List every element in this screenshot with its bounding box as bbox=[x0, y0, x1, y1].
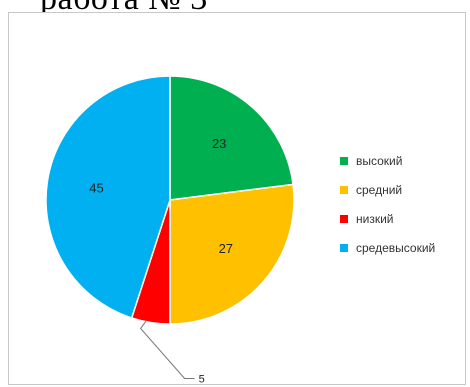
legend-item-medium: средний bbox=[340, 175, 435, 204]
slice-medium-high bbox=[45, 75, 171, 319]
legend-item-high: высокий bbox=[340, 146, 435, 175]
data-label-high: 23 bbox=[212, 136, 226, 151]
legend-item-medium-high: средевысокий bbox=[340, 233, 435, 262]
slice-medium bbox=[169, 183, 295, 325]
slice-high bbox=[169, 75, 294, 201]
data-label-medium: 27 bbox=[219, 241, 233, 256]
legend: высокий средний низкий средевысокий bbox=[340, 146, 435, 262]
legend-swatch-medium bbox=[340, 185, 348, 194]
legend-swatch-high bbox=[340, 156, 348, 165]
legend-swatch-low bbox=[340, 214, 348, 223]
legend-label-medium: средний bbox=[356, 182, 403, 197]
legend-label-medium-high: средевысокий bbox=[356, 240, 436, 255]
legend-label-high: высокий bbox=[356, 153, 403, 168]
legend-item-low: низкий bbox=[340, 204, 435, 233]
data-label-medium-high: 45 bbox=[89, 180, 103, 195]
legend-swatch-medium-high bbox=[340, 243, 348, 252]
leader-line-low bbox=[139, 320, 195, 379]
legend-label-low: низкий bbox=[356, 211, 394, 226]
data-label-low: 5 bbox=[199, 373, 205, 385]
